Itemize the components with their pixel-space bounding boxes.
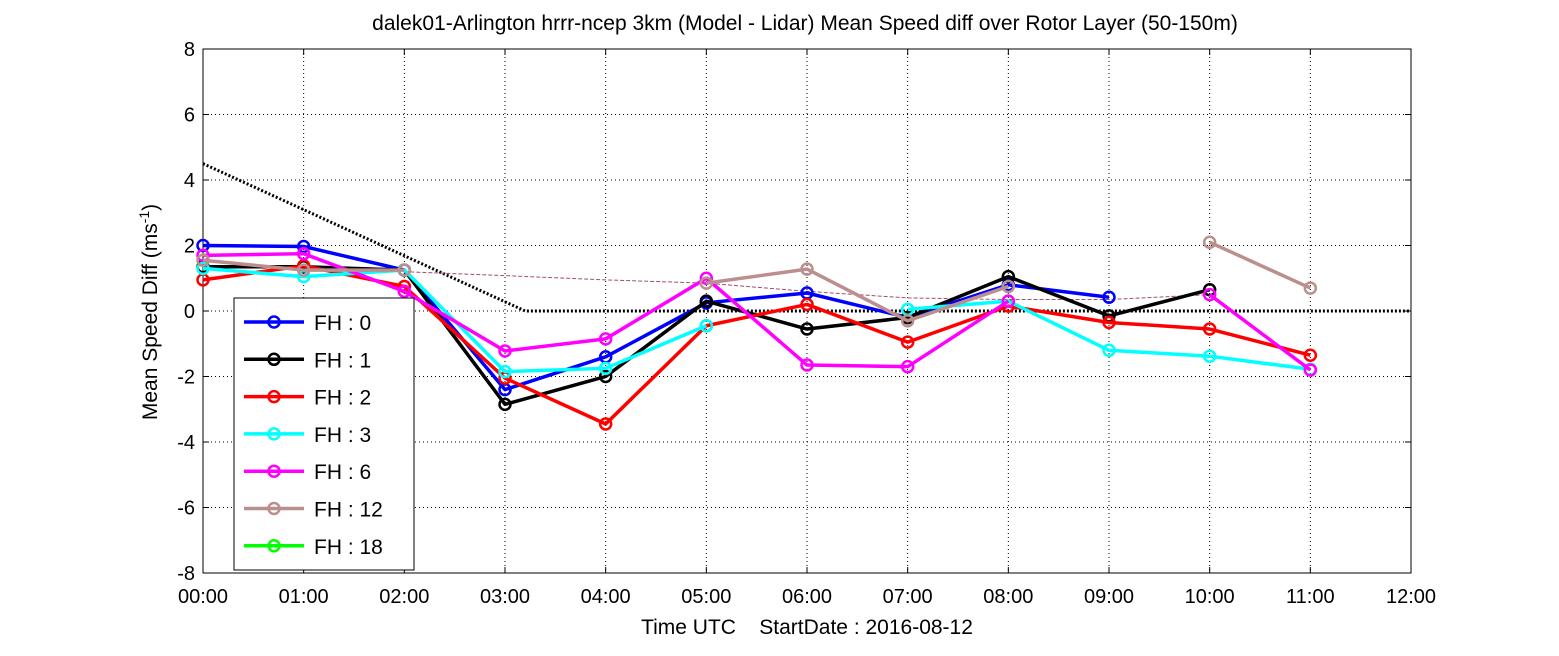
data-point <box>699 318 714 333</box>
data-point <box>699 276 714 290</box>
data-point <box>598 361 613 376</box>
y-axis-label-text: Mean Speed Diff (ms <box>139 223 162 420</box>
data-point <box>498 397 512 412</box>
data-point <box>1202 235 1217 249</box>
legend-label: FH : 2 <box>314 387 371 410</box>
legend-label: FH : 3 <box>314 424 371 447</box>
legend-label: FH : 6 <box>314 461 371 484</box>
series-group <box>196 235 1318 431</box>
series-fh-2 <box>196 259 1318 431</box>
legend-marker <box>267 352 281 367</box>
y-tick-label: 2 <box>184 236 195 258</box>
legend-label: FH : 1 <box>314 349 371 372</box>
data-point <box>1102 290 1116 304</box>
y-axis-label: Mean Speed Diff (ms-1) <box>136 204 162 420</box>
x-axis: 00:00 01:00 02:00 03:00 04:00 05:00 06:00 07:00… <box>178 49 1436 608</box>
data-point <box>296 263 311 277</box>
data-point <box>598 369 613 384</box>
series-line <box>202 243 1110 392</box>
series-line <box>202 258 405 272</box>
data-point <box>1001 279 1016 294</box>
data-point <box>196 253 210 267</box>
series-fh-12 <box>196 235 1318 328</box>
data-point <box>196 261 210 276</box>
series-line <box>907 299 1311 372</box>
y-axis-label-unit: -1 <box>136 211 152 224</box>
reference-line-dotted <box>202 162 1411 313</box>
x-tick-label: 02:00 <box>379 586 429 608</box>
x-tick-label: 06:00 <box>782 586 832 608</box>
y-tick-label: 6 <box>184 105 195 127</box>
y-tick-label: -4 <box>177 432 195 454</box>
x-tick-label: 08:00 <box>983 586 1033 608</box>
series-line <box>202 251 1010 369</box>
series-line <box>1208 293 1312 372</box>
legend-marker <box>267 315 281 329</box>
legend-marker <box>267 501 281 516</box>
y-tick-label: 8 <box>184 39 195 61</box>
y-tick-label: 0 <box>184 301 195 323</box>
x-tick-label: 03:00 <box>480 586 530 608</box>
grid <box>203 49 1411 573</box>
x-tick-label: 09:00 <box>1084 586 1134 608</box>
data-point <box>498 344 512 358</box>
data-point <box>900 359 915 374</box>
x-axis-label: Time UTC StartDate : 2016-08-12 <box>641 616 973 639</box>
data-point <box>1202 349 1217 363</box>
x-tick-label: 10:00 <box>1185 586 1235 608</box>
y-tick-label: -8 <box>177 563 195 585</box>
legend-marker <box>267 539 281 553</box>
x-tick-label: 00:00 <box>178 586 228 608</box>
data-point <box>397 284 412 299</box>
data-point <box>1001 294 1016 308</box>
y-tick-label: 4 <box>184 170 195 192</box>
data-point <box>900 335 915 349</box>
x-tick-label: 11:00 <box>1286 586 1335 608</box>
data-point <box>296 246 311 261</box>
x-tick-label: 01:00 <box>279 586 329 608</box>
legend-label: FH : 18 <box>314 536 383 559</box>
data-point <box>800 297 814 312</box>
x-tick-label: 07:00 <box>883 586 933 608</box>
data-point <box>1102 315 1116 330</box>
x-tick-label: 04:00 <box>581 586 631 608</box>
legend-marker <box>267 389 281 404</box>
legend-marker <box>267 464 281 478</box>
data-point <box>1202 287 1217 302</box>
y-tick-label: -6 <box>177 498 195 520</box>
legend-label: FH : 0 <box>314 312 371 335</box>
y-axis-label-close: ) <box>139 204 162 211</box>
chart-title: dalek01-Arlington hrrr-ncep 3km (Model -… <box>372 12 1238 35</box>
y-axis: -8 -6 -4 -2 0 2 4 6 8 <box>177 39 1411 585</box>
data-point <box>498 364 512 379</box>
series-fh-6 <box>196 246 1318 377</box>
series-line <box>706 267 1009 323</box>
data-point <box>1102 343 1116 358</box>
legend-marker <box>267 427 281 441</box>
data-point <box>397 263 412 277</box>
data-point <box>598 417 613 431</box>
data-point <box>1303 363 1318 377</box>
series-line <box>1208 240 1312 290</box>
x-tick-label: 12:00 <box>1386 586 1436 608</box>
data-point <box>699 271 714 285</box>
x-tick-label: 05:00 <box>681 586 731 608</box>
y-tick-label: -2 <box>177 367 195 389</box>
data-point <box>1202 322 1217 336</box>
data-point <box>699 294 714 308</box>
legend: FH : 0 FH : 1 FH : 2 FH : 3 FH : 6 FH : 12 FH … <box>233 297 415 571</box>
data-point <box>900 314 915 328</box>
legend-label: FH : 12 <box>314 499 383 522</box>
data-point <box>800 358 814 372</box>
data-point <box>1303 281 1318 295</box>
data-point <box>800 262 814 276</box>
series-line <box>202 264 1311 426</box>
data-point <box>800 322 814 336</box>
data-point <box>1303 348 1318 362</box>
data-point <box>598 332 613 346</box>
